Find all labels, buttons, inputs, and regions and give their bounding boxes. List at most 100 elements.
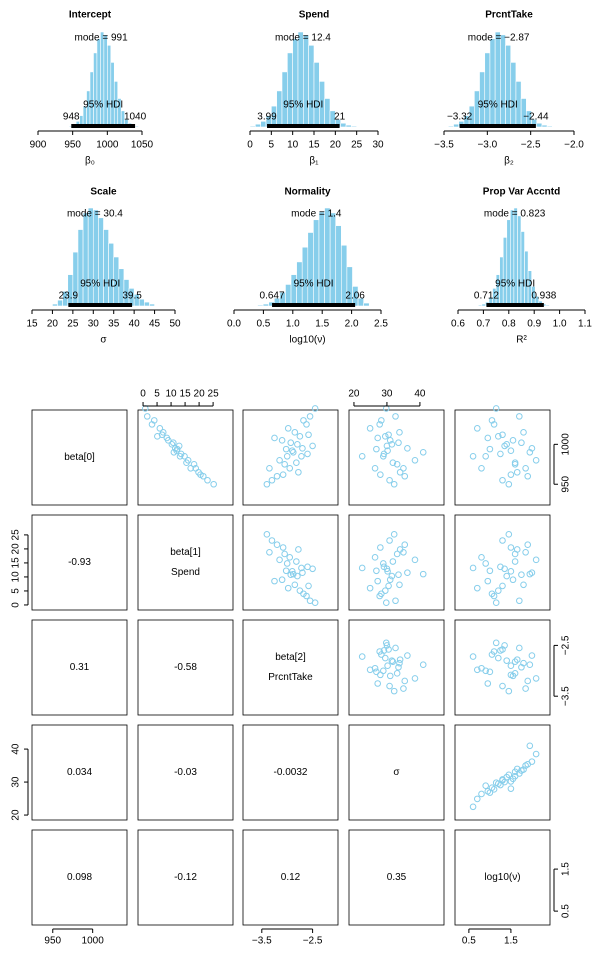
scatter-point <box>278 437 286 444</box>
scatter-point <box>396 429 403 436</box>
scatter-point <box>383 442 391 450</box>
scatter-point <box>419 570 427 578</box>
scatter-point <box>524 541 532 549</box>
scatter-point <box>289 449 297 456</box>
bar <box>536 122 543 128</box>
scatter-point <box>266 548 273 556</box>
scatter-point <box>284 584 292 592</box>
panel-frame <box>454 619 551 716</box>
scatter-point <box>381 654 389 662</box>
scatter-point <box>273 472 281 480</box>
scatter-point <box>156 425 164 432</box>
bar <box>262 303 269 307</box>
scatter-point <box>507 447 515 455</box>
scatter-point <box>192 464 200 472</box>
scatter-point <box>382 639 390 647</box>
scatter-point <box>204 476 211 484</box>
scatter-point <box>404 445 411 452</box>
scatter-point <box>187 464 194 472</box>
bar <box>52 303 58 307</box>
scatter-point <box>377 671 384 679</box>
hdi-high-label: 21 <box>334 112 346 123</box>
scatter-point <box>373 445 380 453</box>
scatter-point <box>366 584 374 592</box>
scatter-point <box>473 425 481 432</box>
scatter-point <box>293 558 300 565</box>
scatter-point <box>279 471 287 478</box>
scatter-point <box>522 685 529 692</box>
scatter-point <box>298 453 305 460</box>
scatter-point <box>486 445 494 453</box>
scatter-point <box>358 653 366 660</box>
scatter-point <box>383 642 391 649</box>
bar <box>287 52 293 128</box>
x-tick-label: 25 <box>351 140 363 151</box>
correlation-label: -0.03 <box>174 767 197 778</box>
mode-label: mode = 30.4 <box>67 209 123 220</box>
hdi-low-label: −3.32 <box>447 112 473 123</box>
scatter-point <box>386 682 393 690</box>
x-tick-label: 20 <box>47 319 59 330</box>
scatter-point <box>488 590 496 598</box>
bar <box>307 232 314 307</box>
scatter-point <box>473 584 481 592</box>
scatter-point <box>507 544 515 551</box>
scatter-point <box>287 571 295 578</box>
x-tick-label: −3.0 <box>477 140 497 151</box>
scatter-point <box>492 405 500 412</box>
scatter-point <box>299 445 306 452</box>
panel-frame <box>454 829 551 926</box>
bar <box>100 31 105 128</box>
scatter-point <box>396 468 404 476</box>
scatter-point <box>376 421 383 428</box>
panel-frame <box>348 619 445 716</box>
scatter-point <box>486 789 494 796</box>
chart-title: PrcntTake <box>485 10 533 21</box>
chart-title: Prop Var Accntd <box>483 187 560 198</box>
scatter-point <box>520 581 527 589</box>
x-tick-label: 0 <box>140 389 146 400</box>
scatter-point <box>478 464 485 472</box>
scatter-point <box>390 687 398 695</box>
correlation-label: 0.034 <box>67 767 92 778</box>
x-tick-label: 45 <box>149 319 161 330</box>
scatter-point <box>385 582 392 590</box>
y-tick-label: −2.5 <box>561 635 572 655</box>
x-tick-label: 1.0 <box>553 319 567 330</box>
variable-label: beta[0] <box>64 452 95 463</box>
scatter-point <box>309 442 316 450</box>
scatter-point <box>522 464 529 472</box>
bar <box>96 38 101 128</box>
scatter-point <box>518 571 525 578</box>
bar <box>324 207 331 307</box>
x-tick-label: 20 <box>348 389 360 400</box>
variable-label: log10(ν) <box>484 872 520 883</box>
x-tick-label: 15 <box>180 389 192 400</box>
correlation-label: 0.31 <box>70 662 90 673</box>
scatter-point <box>469 803 477 811</box>
scatter-point <box>266 464 273 472</box>
scatter-point <box>366 666 374 674</box>
x-tick-label: 1050 <box>131 140 154 151</box>
bar <box>329 212 337 307</box>
hdi-low-label: 0.712 <box>474 291 499 302</box>
y-tick-label: 1.5 <box>561 862 572 876</box>
scatter-point <box>380 560 387 567</box>
scatter-point <box>520 429 527 436</box>
bar <box>308 44 315 128</box>
panel-frame <box>137 514 234 611</box>
scatter-point <box>501 442 508 450</box>
scatter-point <box>411 675 419 682</box>
x-tick-label: 2.0 <box>345 319 359 330</box>
scatter-point <box>295 546 302 553</box>
scatter-point <box>473 795 481 803</box>
x-tick-label: 1.5 <box>504 936 518 947</box>
bar <box>249 125 256 128</box>
panel-frame <box>348 724 445 821</box>
y-tick-label: 20 <box>11 543 22 555</box>
scatter-point <box>518 439 525 447</box>
scatter-point <box>380 450 388 458</box>
hdi-low-label: 23.9 <box>59 291 79 302</box>
scatter-point <box>390 531 398 538</box>
